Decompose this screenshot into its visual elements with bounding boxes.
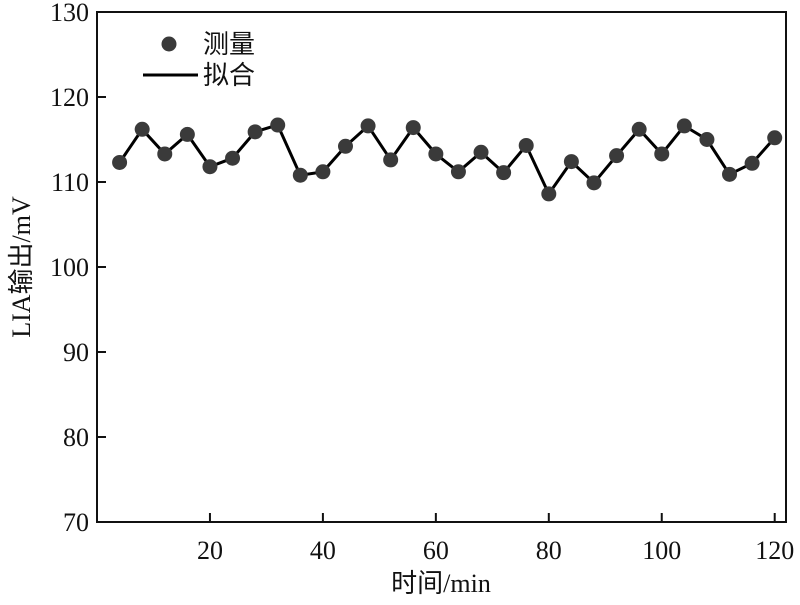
y-tick-label: 130 bbox=[50, 0, 89, 27]
x-axis-title: 时间/min bbox=[391, 569, 491, 598]
measurement-point bbox=[473, 144, 489, 160]
measurement-point bbox=[744, 155, 760, 171]
x-tick-label: 120 bbox=[755, 536, 794, 565]
measurement-point bbox=[654, 146, 670, 162]
x-tick-label: 40 bbox=[310, 536, 336, 565]
x-tick-label: 100 bbox=[642, 536, 681, 565]
axis-ticks: 70 80 90 100 110 120 130 20 40 60 80 100 120 bbox=[50, 0, 794, 565]
measurement-point bbox=[428, 146, 444, 162]
measurement-point bbox=[292, 167, 308, 183]
measurement-point bbox=[270, 117, 286, 133]
measurement-point bbox=[315, 164, 331, 180]
measurement-point bbox=[360, 118, 376, 134]
measurement-point bbox=[112, 154, 128, 170]
y-tick-label: 70 bbox=[63, 508, 89, 537]
measurement-point bbox=[541, 186, 557, 202]
measurement-point bbox=[179, 126, 195, 142]
measurement-point bbox=[767, 130, 783, 146]
legend-marker-measured bbox=[161, 36, 177, 52]
measurement-points-layer bbox=[112, 117, 783, 202]
legend-label-fit: 拟合 bbox=[203, 61, 255, 90]
measurement-point bbox=[496, 165, 512, 181]
x-tick-label: 80 bbox=[536, 536, 562, 565]
y-tick-label: 120 bbox=[50, 83, 89, 112]
y-tick-label: 100 bbox=[50, 253, 89, 282]
measurement-point bbox=[247, 124, 263, 140]
measurement-point bbox=[225, 150, 241, 166]
measurement-point bbox=[157, 146, 173, 162]
fit-line bbox=[118, 123, 776, 197]
measurement-point bbox=[518, 137, 534, 153]
y-tick-label: 80 bbox=[63, 423, 89, 452]
measurement-point bbox=[631, 121, 647, 137]
plot-frame bbox=[96, 11, 787, 523]
measurement-point bbox=[450, 164, 466, 180]
legend-label-measured: 测量 bbox=[203, 30, 255, 59]
legend: 测量 拟合 bbox=[143, 30, 255, 90]
measurement-point bbox=[383, 152, 399, 168]
measurement-point bbox=[722, 166, 738, 182]
measurement-point bbox=[134, 121, 150, 137]
measurement-point bbox=[337, 138, 353, 154]
measurement-point bbox=[699, 132, 715, 147]
measurement-point bbox=[609, 148, 625, 164]
x-tick-label: 60 bbox=[423, 536, 449, 565]
measurement-point bbox=[676, 118, 692, 134]
fit-line-layer bbox=[118, 123, 776, 197]
measurement-point bbox=[563, 154, 579, 170]
measurement-point bbox=[586, 175, 602, 191]
measurement-point bbox=[202, 159, 218, 175]
y-tick-label: 110 bbox=[51, 168, 89, 197]
y-tick-label: 90 bbox=[63, 338, 89, 367]
measurement-point bbox=[405, 120, 421, 136]
y-axis-title: LIA输出/mV bbox=[7, 196, 36, 338]
x-tick-label: 20 bbox=[197, 536, 223, 565]
